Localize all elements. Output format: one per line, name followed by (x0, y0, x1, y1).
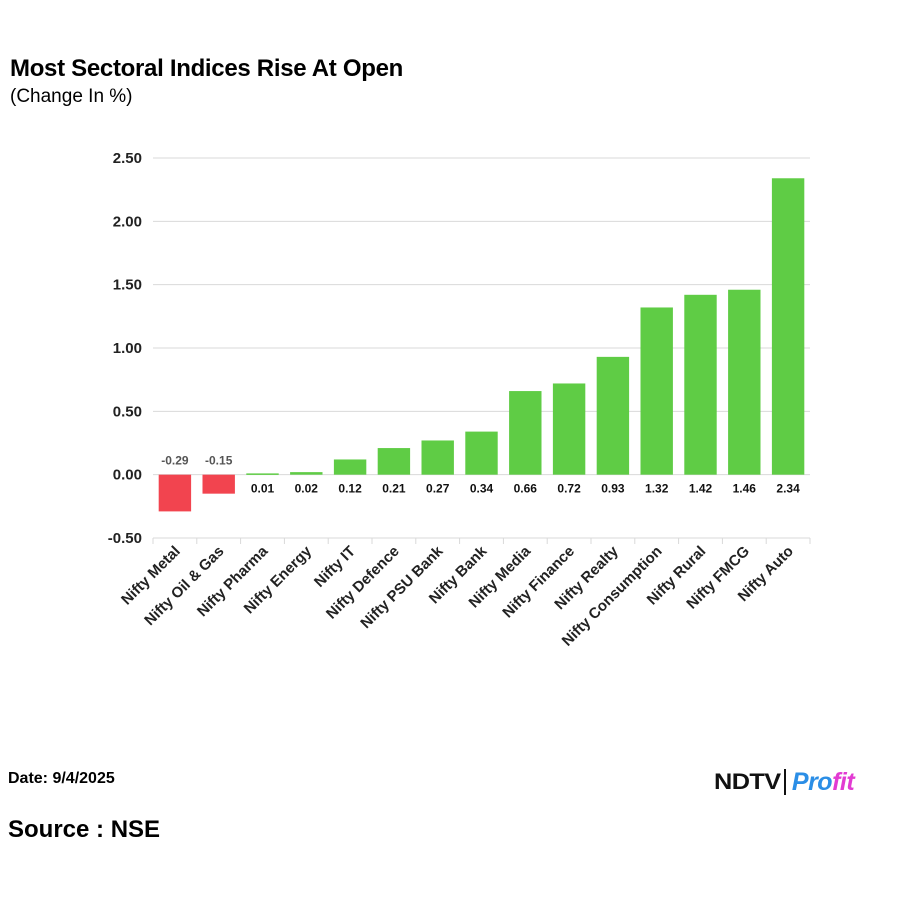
data-label: -0.15 (205, 454, 233, 468)
data-label: -0.29 (161, 454, 189, 468)
ndtv-profit-logo: NDTV Profit (714, 766, 855, 798)
bar (333, 459, 367, 475)
bar (465, 431, 498, 475)
bar (290, 472, 323, 475)
logo-ndtv-text: NDTV (714, 769, 781, 794)
bar (158, 474, 192, 512)
data-label: 1.42 (689, 482, 713, 496)
y-tick-label: 2.00 (113, 213, 142, 230)
bar (246, 473, 279, 475)
bar (640, 307, 673, 475)
date-label: Date: 9/4/2025 (8, 770, 115, 787)
data-label: 0.27 (426, 482, 450, 496)
logo-divider (783, 769, 786, 795)
y-tick-label: 1.00 (113, 340, 142, 357)
data-label: 0.66 (514, 482, 538, 496)
bar-chart: 2.50 2.00 1.50 1.00 0.50 0.00 -0.50 -0.29 Nifty … (108, 150, 811, 650)
data-label: 0.72 (557, 482, 581, 496)
y-tick-label: 2.50 (113, 150, 142, 167)
bar (771, 178, 805, 475)
data-label: 0.01 (251, 482, 275, 496)
y-tick-label: 1.50 (113, 277, 142, 294)
logo-profit-text: Profit (791, 767, 855, 796)
data-label: 0.93 (601, 482, 625, 496)
bar (421, 440, 454, 475)
source-label: Source : NSE (8, 816, 161, 843)
y-tick-label: -0.50 (108, 530, 142, 547)
bar (596, 356, 630, 475)
bar (509, 391, 542, 475)
data-label: 0.34 (470, 482, 494, 496)
bar (728, 289, 761, 475)
y-tick-label: 0.00 (113, 467, 142, 484)
bar (377, 448, 411, 475)
data-label: 0.21 (382, 482, 406, 496)
data-label: 0.02 (295, 482, 319, 496)
bar (684, 294, 717, 475)
data-label: 2.34 (776, 482, 800, 496)
chart-subtitle: (Change In %) (10, 86, 133, 107)
bar (552, 383, 586, 475)
data-label: 1.32 (645, 482, 669, 496)
data-label: 0.12 (338, 482, 362, 496)
y-tick-label: 0.50 (113, 403, 142, 420)
bar (202, 474, 235, 494)
chart-title: Most Sectoral Indices Rise At Open (10, 55, 404, 82)
data-label: 1.46 (733, 482, 757, 496)
category-label: Nifty Oil & Gas (141, 543, 227, 629)
